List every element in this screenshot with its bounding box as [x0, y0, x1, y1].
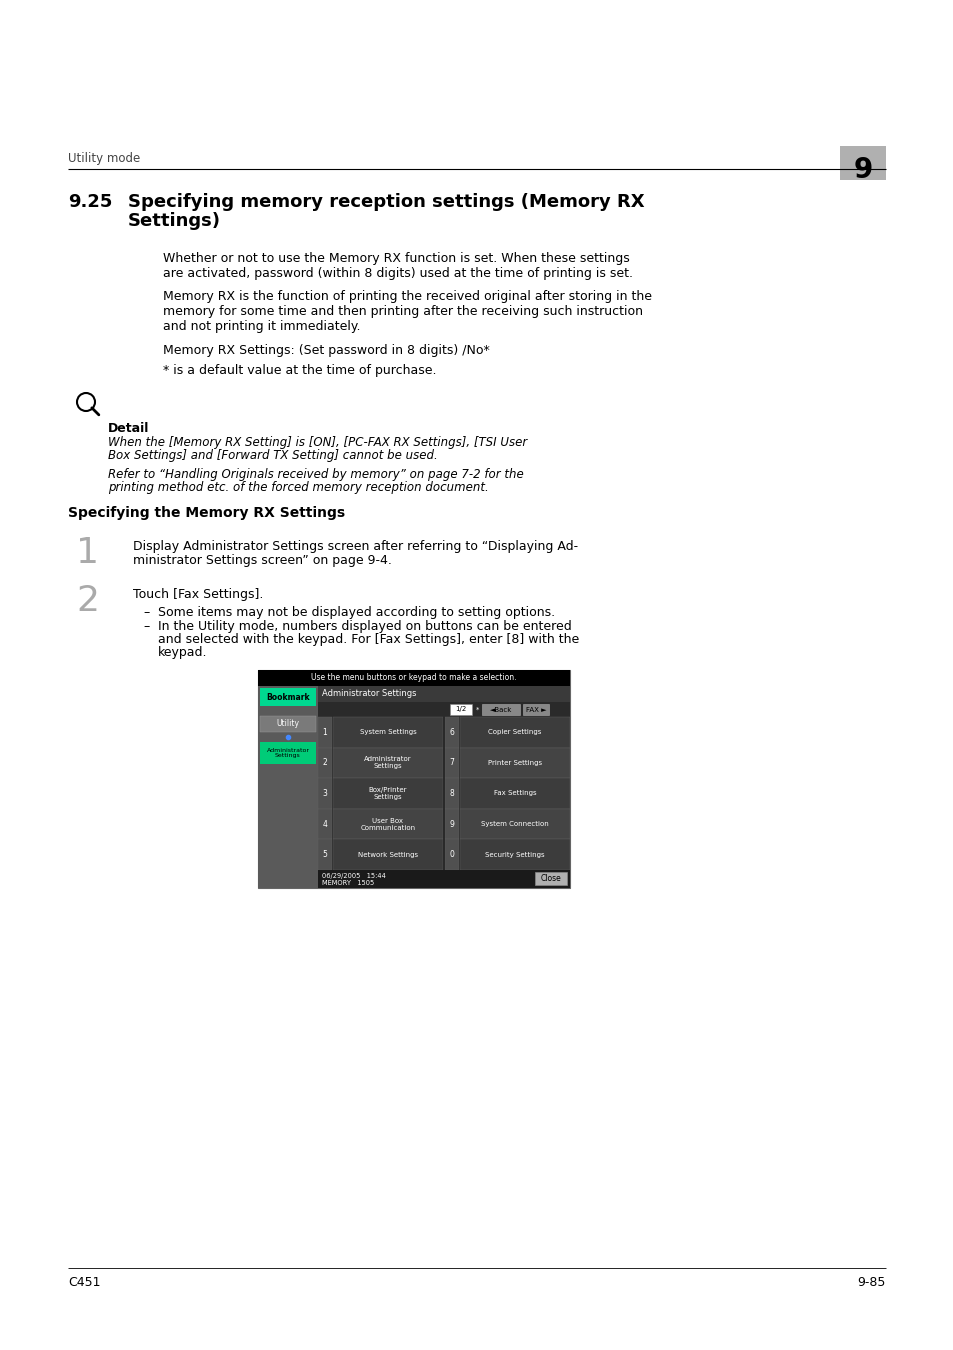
Text: 4: 4 [322, 819, 327, 829]
Bar [317, 686, 569, 702]
Bar [257, 670, 569, 686]
Bar [333, 809, 442, 840]
Text: Fax Settings: Fax Settings [493, 791, 536, 796]
Text: 9-85: 9-85 [857, 1276, 885, 1289]
Text: 6: 6 [449, 728, 454, 737]
Text: MEMORY   1505: MEMORY 1505 [322, 880, 374, 886]
Bar [317, 717, 332, 748]
Text: FAX ►: FAX ► [525, 706, 546, 713]
Bar [333, 840, 442, 869]
Text: Some items may not be displayed according to setting options.: Some items may not be displayed accordin… [158, 606, 555, 620]
Text: –: – [143, 620, 149, 633]
Bar [840, 146, 885, 180]
Text: C451: C451 [68, 1276, 100, 1289]
Text: Refer to “Handling Originals received by memory” on page 7-2 for the: Refer to “Handling Originals received by… [108, 468, 523, 481]
Text: 06/29/2005   15:44: 06/29/2005 15:44 [322, 873, 385, 879]
Bar [333, 748, 442, 778]
Text: Close: Close [540, 873, 560, 883]
Text: Administrator
Settings: Administrator Settings [364, 756, 412, 770]
Bar [444, 717, 458, 748]
Bar [317, 702, 569, 717]
Text: and not printing it immediately.: and not printing it immediately. [163, 320, 360, 333]
Text: Bookmark: Bookmark [266, 693, 310, 702]
Text: System Settings: System Settings [359, 729, 416, 736]
Bar [459, 840, 569, 869]
Text: User Box
Communication: User Box Communication [360, 818, 416, 830]
Bar [333, 717, 442, 748]
Text: *: * [476, 706, 478, 713]
Text: Touch [Fax Settings].: Touch [Fax Settings]. [132, 589, 263, 601]
Text: Utility mode: Utility mode [68, 153, 140, 165]
Text: 1: 1 [322, 728, 327, 737]
Text: Network Settings: Network Settings [357, 852, 417, 857]
Bar [481, 703, 519, 716]
Text: ◄Back: ◄Back [489, 706, 512, 713]
Text: 1/2: 1/2 [455, 706, 466, 713]
Text: * is a default value at the time of purchase.: * is a default value at the time of purc… [163, 364, 436, 377]
Text: Administrator Settings: Administrator Settings [322, 690, 416, 698]
Bar [444, 809, 458, 840]
Text: Specifying the Memory RX Settings: Specifying the Memory RX Settings [68, 506, 345, 520]
Bar [317, 869, 569, 888]
Bar [522, 703, 548, 716]
Text: and selected with the keypad. For [Fax Settings], enter [8] with the: and selected with the keypad. For [Fax S… [158, 633, 578, 647]
Text: System Connection: System Connection [480, 821, 548, 828]
Bar [317, 778, 332, 809]
Bar [260, 716, 315, 732]
Text: Detail: Detail [108, 423, 150, 435]
Text: 1: 1 [76, 536, 99, 570]
Text: 9: 9 [853, 157, 872, 184]
Bar [257, 670, 569, 888]
Text: Printer Settings: Printer Settings [487, 760, 541, 765]
Text: Settings): Settings) [128, 212, 221, 230]
Bar [260, 743, 315, 764]
Text: keypad.: keypad. [158, 647, 208, 659]
Text: Utility: Utility [276, 720, 299, 729]
Text: In the Utility mode, numbers displayed on buttons can be entered: In the Utility mode, numbers displayed o… [158, 620, 571, 633]
Bar [317, 809, 332, 840]
Bar [450, 703, 472, 716]
Text: Box Settings] and [Forward TX Setting] cannot be used.: Box Settings] and [Forward TX Setting] c… [108, 450, 437, 462]
Text: Specifying memory reception settings (Memory RX: Specifying memory reception settings (Me… [128, 193, 644, 211]
Text: Security Settings: Security Settings [485, 852, 544, 857]
Text: Memory RX is the function of printing the received original after storing in the: Memory RX is the function of printing th… [163, 290, 651, 302]
Text: Use the menu buttons or keypad to make a selection.: Use the menu buttons or keypad to make a… [311, 674, 517, 683]
Text: ministrator Settings screen” on page 9-4.: ministrator Settings screen” on page 9-4… [132, 554, 392, 567]
Text: Copier Settings: Copier Settings [488, 729, 541, 736]
Text: 5: 5 [322, 850, 327, 859]
Text: 2: 2 [76, 585, 99, 618]
Text: memory for some time and then printing after the receiving such instruction: memory for some time and then printing a… [163, 305, 642, 319]
Bar [459, 748, 569, 778]
Bar [459, 809, 569, 840]
Text: 2: 2 [322, 759, 327, 767]
Text: Box/Printer
Settings: Box/Printer Settings [369, 787, 407, 801]
Text: 3: 3 [322, 788, 327, 798]
Bar [317, 840, 332, 869]
Text: are activated, password (within 8 digits) used at the time of printing is set.: are activated, password (within 8 digits… [163, 267, 633, 279]
Text: Administrator
Settings: Administrator Settings [266, 748, 309, 759]
Text: printing method etc. of the forced memory reception document.: printing method etc. of the forced memor… [108, 481, 488, 494]
Bar [535, 872, 566, 886]
Text: 7: 7 [449, 759, 454, 767]
Text: 8: 8 [449, 788, 454, 798]
Bar [333, 778, 442, 809]
Bar [459, 717, 569, 748]
Bar [257, 686, 317, 888]
Text: 9.25: 9.25 [68, 193, 112, 211]
Bar [444, 748, 458, 778]
Text: Display Administrator Settings screen after referring to “Displaying Ad-: Display Administrator Settings screen af… [132, 540, 578, 553]
Text: 9: 9 [449, 819, 454, 829]
Bar [260, 688, 315, 706]
Text: 0: 0 [449, 850, 454, 859]
Bar [444, 778, 458, 809]
Text: Memory RX Settings: (Set password in 8 digits) /No*: Memory RX Settings: (Set password in 8 d… [163, 344, 489, 356]
Bar [444, 840, 458, 869]
Text: When the [Memory RX Setting] is [ON], [PC-FAX RX Settings], [TSI User: When the [Memory RX Setting] is [ON], [P… [108, 436, 527, 450]
Bar [317, 748, 332, 778]
Text: –: – [143, 606, 149, 620]
Bar [459, 778, 569, 809]
Text: Whether or not to use the Memory RX function is set. When these settings: Whether or not to use the Memory RX func… [163, 252, 629, 265]
